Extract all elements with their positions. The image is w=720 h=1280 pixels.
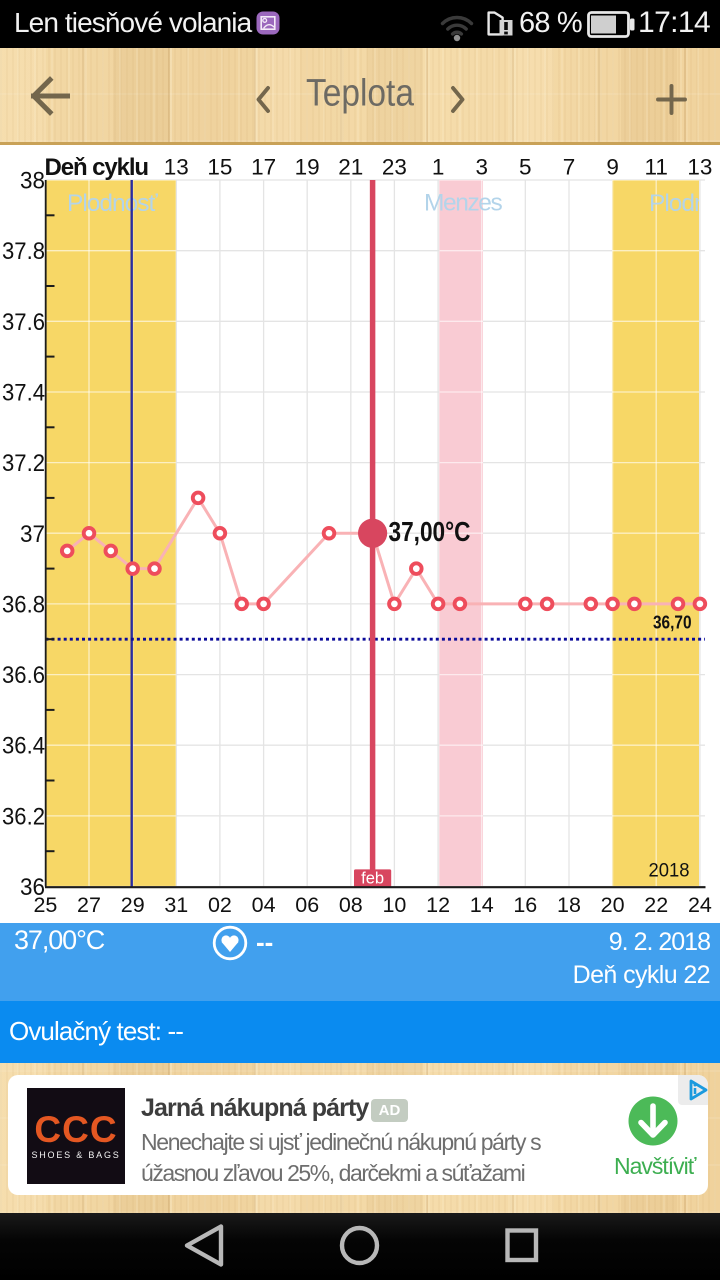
svg-text:36.6: 36.6 (2, 662, 45, 689)
svg-text:37,00°C: 37,00°C (389, 516, 471, 547)
svg-text:22: 22 (644, 893, 668, 917)
svg-text:Deň cyklu: Deň cyklu (45, 154, 149, 181)
svg-text:7: 7 (563, 154, 576, 179)
svg-text:37: 37 (20, 521, 45, 548)
svg-text:3: 3 (475, 154, 488, 179)
svg-text:04: 04 (252, 893, 276, 917)
svg-text:15: 15 (207, 154, 232, 179)
svg-text:37.8: 37.8 (2, 238, 45, 265)
svg-text:23: 23 (382, 154, 407, 179)
svg-text:25: 25 (33, 893, 57, 917)
svg-text:13: 13 (687, 154, 712, 179)
svg-text:21: 21 (338, 154, 363, 179)
svg-text:37.2: 37.2 (2, 450, 45, 477)
svg-text:12: 12 (426, 893, 450, 917)
svg-text:13: 13 (164, 154, 189, 179)
svg-text:1: 1 (432, 154, 445, 179)
svg-text:11: 11 (645, 154, 668, 179)
svg-text:06: 06 (295, 893, 319, 917)
svg-text:36.8: 36.8 (2, 591, 45, 618)
svg-text:36.2: 36.2 (2, 803, 45, 830)
svg-text:37.4: 37.4 (2, 380, 45, 407)
svg-text:Plodnosť: Plodnosť (649, 190, 720, 217)
svg-text:29: 29 (121, 893, 145, 917)
svg-text:20: 20 (601, 893, 625, 917)
svg-text:36: 36 (20, 874, 45, 901)
svg-text:27: 27 (77, 893, 101, 917)
svg-text:17: 17 (251, 154, 276, 179)
svg-text:feb: feb (361, 870, 384, 888)
svg-text:24: 24 (688, 893, 712, 917)
svg-text:19: 19 (295, 154, 320, 179)
svg-text:Teplota: Teplota (306, 73, 415, 115)
svg-text:31: 31 (164, 893, 188, 917)
svg-text:38: 38 (20, 168, 45, 195)
svg-text:16: 16 (513, 893, 537, 917)
svg-text:Menzes: Menzes (424, 190, 503, 217)
svg-text:08: 08 (339, 893, 363, 917)
svg-text:Plodnosť: Plodnosť (67, 190, 159, 217)
svg-text:5: 5 (519, 154, 532, 179)
svg-text:02: 02 (208, 893, 232, 917)
svg-text:10: 10 (382, 893, 406, 917)
svg-text:18: 18 (557, 893, 581, 917)
svg-text:37.6: 37.6 (2, 309, 45, 336)
svg-text:14: 14 (470, 893, 494, 917)
svg-text:36,70: 36,70 (653, 613, 692, 633)
svg-text:2018: 2018 (649, 860, 690, 882)
svg-text:9: 9 (606, 154, 619, 179)
svg-text:36.4: 36.4 (2, 733, 45, 760)
